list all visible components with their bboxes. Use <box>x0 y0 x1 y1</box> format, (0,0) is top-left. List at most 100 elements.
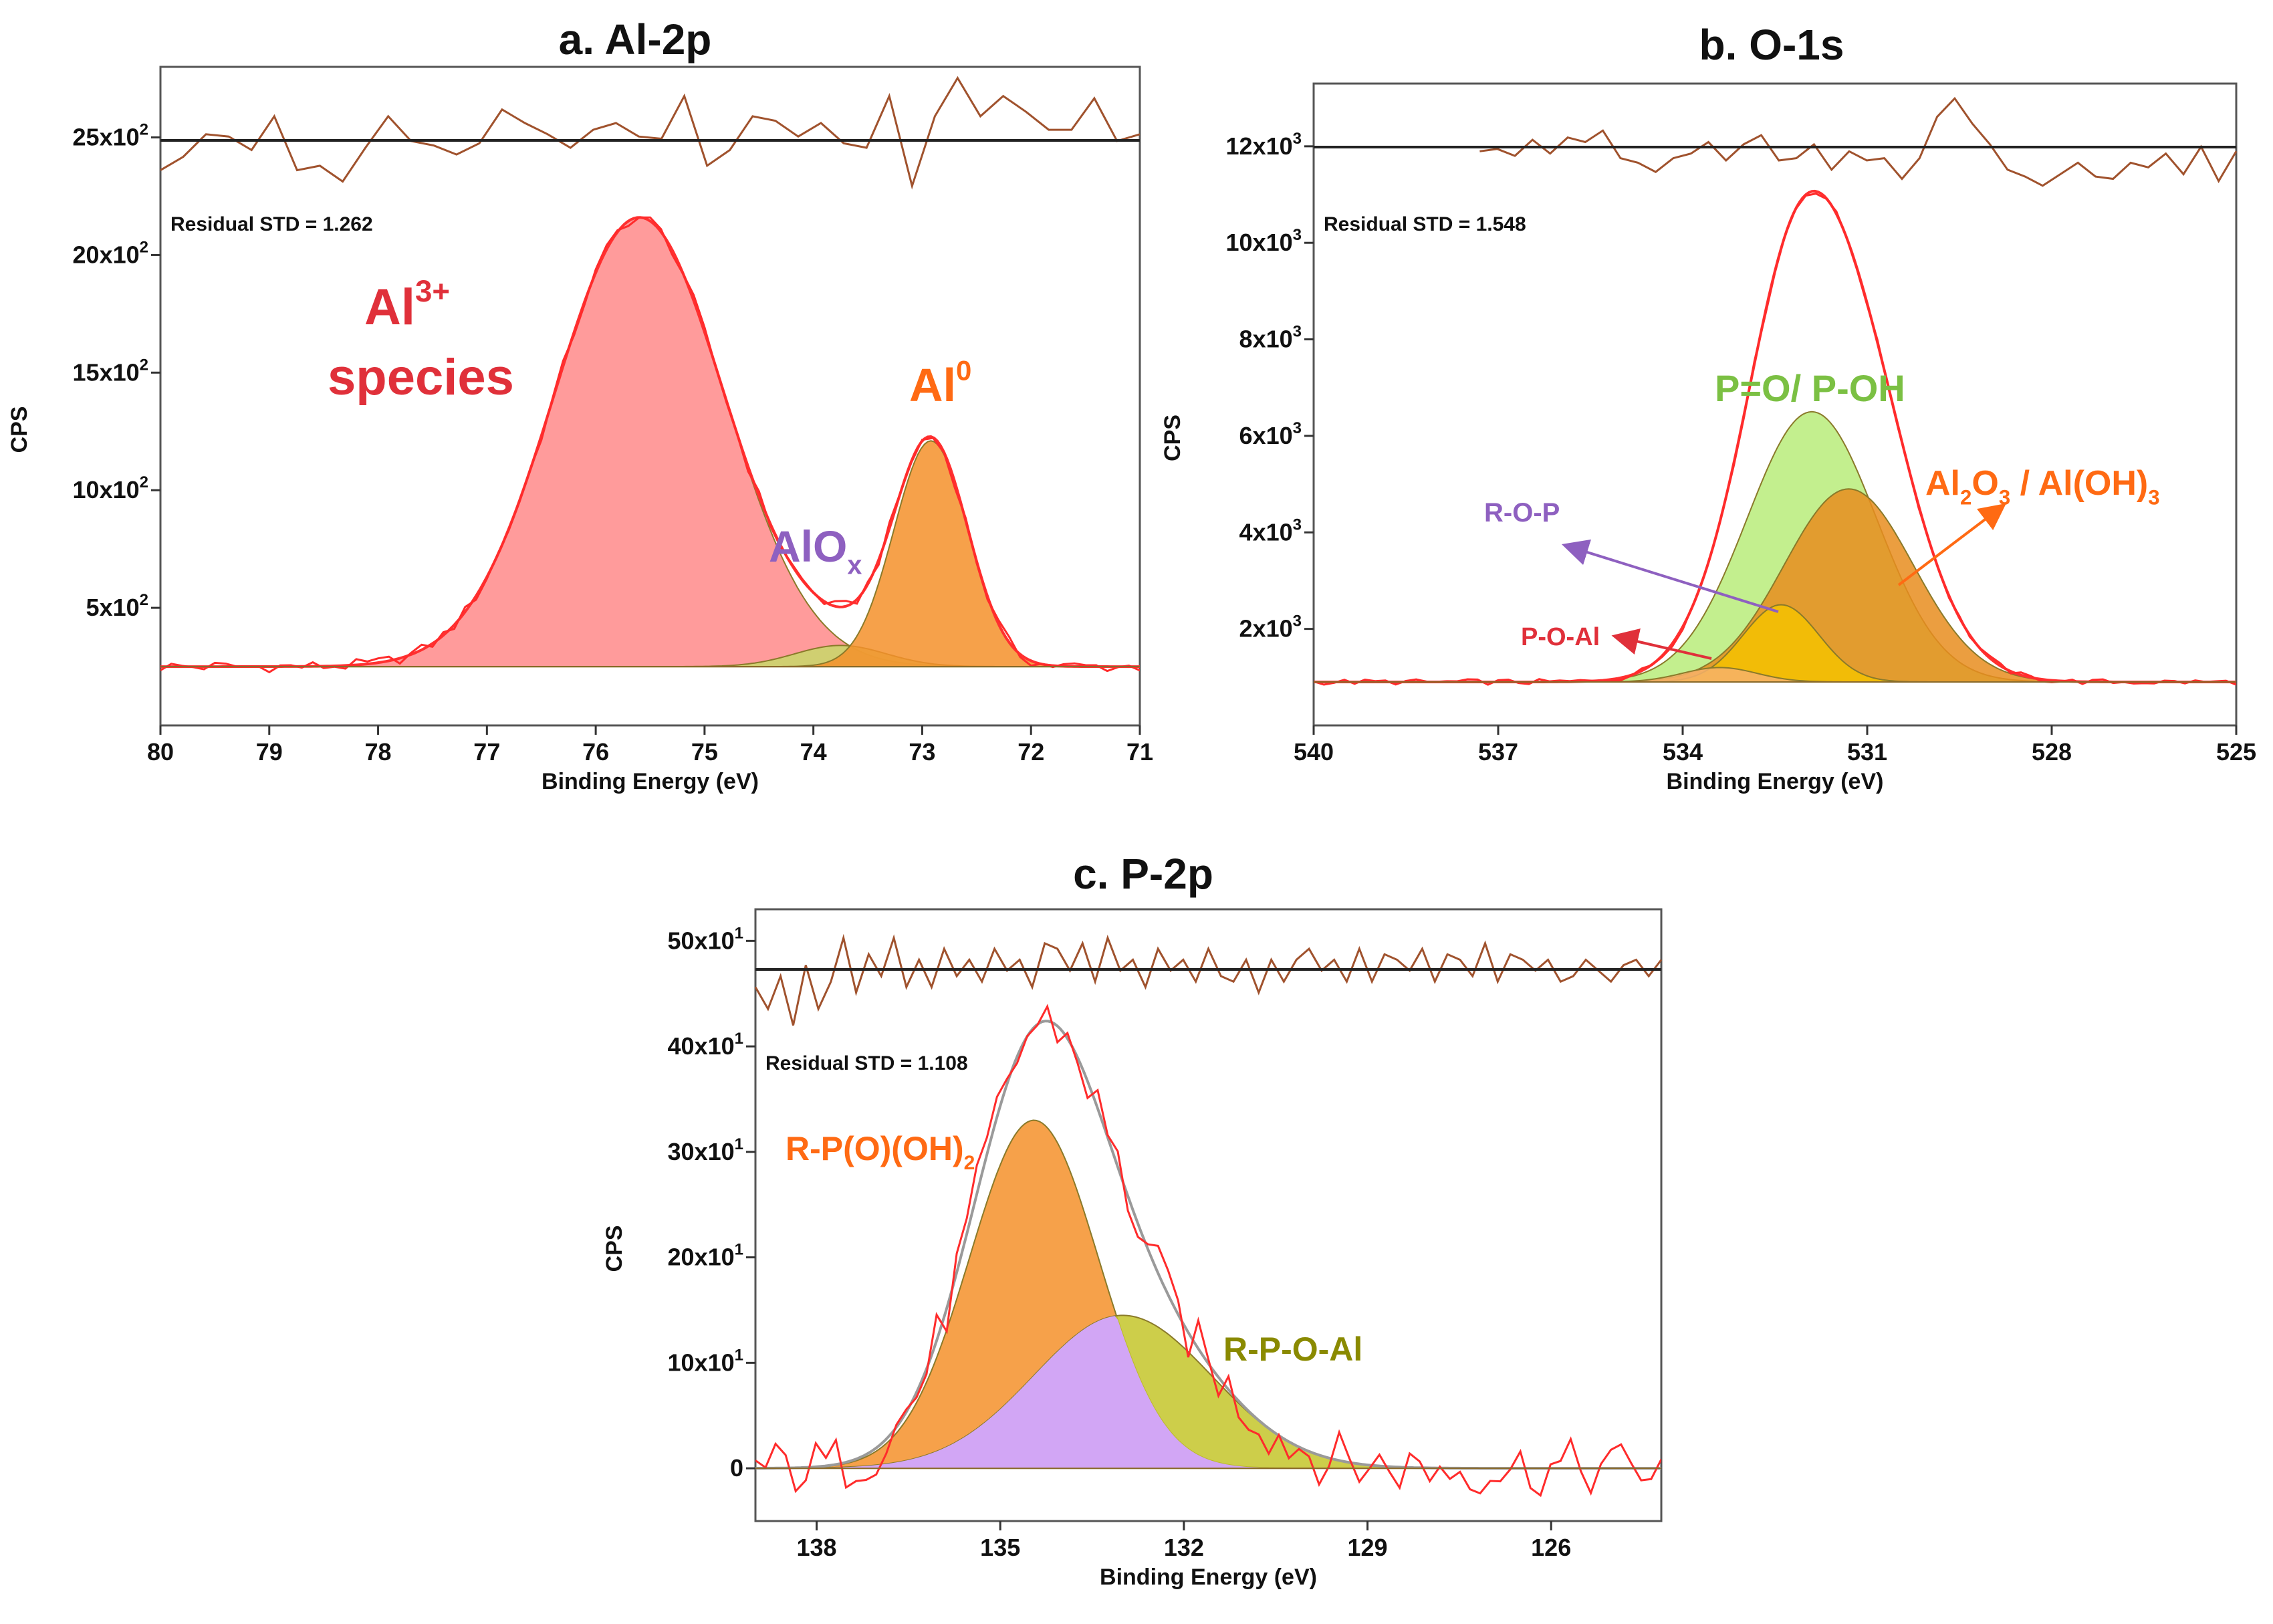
label-part: R-P(O)(OH) <box>786 1130 964 1167</box>
label-part: Al <box>1925 464 1960 503</box>
raw-data-curve <box>160 216 1140 674</box>
label-al0: Al0 <box>909 355 971 412</box>
chart-c: 0 10x101 20x101 30x101 40x101 50x101 138 135 132… <box>602 908 1663 1590</box>
label-part: 0 <box>956 355 971 386</box>
x-tick-label: 129 <box>1348 1534 1388 1561</box>
y-tick-label: 10x102 <box>73 473 148 503</box>
x-axis-label: Binding Energy (eV) <box>1667 769 1884 794</box>
label-part: R-O-P <box>1484 498 1560 528</box>
residual-curve <box>160 76 1141 190</box>
x-tick-label: 534 <box>1663 738 1703 766</box>
y-tick-exponent: 3 <box>1293 323 1302 341</box>
plot-frame <box>159 66 1141 727</box>
y-tick-label: 10x101 <box>668 1346 743 1376</box>
chart-a: 5x102 10x102 15x102 20x102 25x102 80 79 78 77 76 7… <box>7 66 1153 794</box>
x-axis-label: Binding Energy (eV) <box>1100 1564 1317 1590</box>
label-part: P=O/ P-OH <box>1715 367 1905 409</box>
label-part: x <box>847 550 862 580</box>
y-tick-label: 0 <box>730 1454 743 1482</box>
panel-c-title: c. P-2p <box>1073 850 1213 898</box>
x-tick-label: 132 <box>1164 1534 1204 1561</box>
y-tick-exponent: 2 <box>140 356 148 374</box>
y-tick-label: 4x103 <box>1239 515 1302 546</box>
y-axis-label: CPS <box>1160 415 1185 461</box>
y-tick-label: 12x103 <box>1226 130 1302 160</box>
x-tick-label: 126 <box>1531 1534 1571 1561</box>
y-tick-exponent: 2 <box>140 238 148 256</box>
y-tick-exponent: 3 <box>1293 515 1302 534</box>
label-part: O <box>1971 464 1998 503</box>
x-tick-label: 74 <box>800 738 827 766</box>
y-tick-label: 15x102 <box>73 356 148 386</box>
x-tick-label: 75 <box>691 738 718 766</box>
plot-frame <box>754 908 1663 1522</box>
y-tick-exponent: 3 <box>1293 130 1302 148</box>
label-part: Al <box>364 279 415 336</box>
plot-area <box>160 216 1140 674</box>
raw-data-curve <box>755 1004 1661 1498</box>
residual-curve <box>754 933 1663 1026</box>
x-axis-label: Binding Energy (eV) <box>542 769 759 794</box>
label-part: AlO <box>769 521 847 571</box>
y-tick-label: 40x101 <box>668 1030 743 1060</box>
x-tick-label: 78 <box>365 738 392 766</box>
chart-b: 2x103 4x103 6x103 8x103 10x103 12x103 540 537 53… <box>1160 82 2256 794</box>
y-tick-label: 2x103 <box>1239 612 1302 643</box>
y-tick-exponent: 1 <box>735 1346 743 1364</box>
label-alox: AlOx <box>769 521 862 580</box>
y-tick-label: 30x101 <box>668 1135 743 1165</box>
label-al3: Al3+ <box>364 274 450 336</box>
y-tick-label: 50x101 <box>668 924 743 954</box>
y-tick-label: 5x102 <box>86 591 148 621</box>
y-tick-exponent: 3 <box>1293 226 1302 244</box>
label-rpoal: R-P-O-Al <box>1223 1330 1362 1368</box>
label-part: 3 <box>1999 486 2010 509</box>
y-tick-exponent: 2 <box>140 591 148 609</box>
x-tick-label: 76 <box>582 738 609 766</box>
y-tick-exponent: 1 <box>735 1030 743 1048</box>
label-part: R-P-O-Al <box>1223 1330 1362 1368</box>
label-p-o: P=O/ P-OH <box>1715 367 1905 409</box>
y-axis-label: CPS <box>7 407 32 453</box>
residual-std-label: Residual STD = 1.108 <box>765 1052 968 1074</box>
label-al2o3: Al2O3 / Al(OH)3 <box>1925 464 2160 509</box>
arrow-al2o3 <box>1897 503 2006 586</box>
y-tick-exponent: 1 <box>735 924 743 942</box>
y-tick-label: 25x102 <box>73 121 148 151</box>
arrow-r-o-p <box>1561 539 1779 613</box>
label-part: 3+ <box>415 274 450 308</box>
x-tick-label: 80 <box>147 738 174 766</box>
plot-frame <box>1312 82 2238 727</box>
x-tick-label: 528 <box>2032 738 2072 766</box>
y-tick-label: 20x101 <box>668 1241 743 1271</box>
x-tick-label: 77 <box>473 738 500 766</box>
label-r-o-p: R-O-P <box>1484 498 1560 528</box>
label-p-o-al: P-O-Al <box>1521 623 1600 651</box>
y-tick-label: 6x103 <box>1239 419 1302 449</box>
panel-b-title: b. O-1s <box>1699 21 1844 69</box>
overlap-region <box>755 1316 1661 1469</box>
x-tick-label: 531 <box>1847 738 1887 766</box>
y-tick-exponent: 1 <box>735 1135 743 1153</box>
label-part: 2 <box>1960 486 1971 509</box>
y-tick-exponent: 3 <box>1293 612 1302 630</box>
residual-std-label: Residual STD = 1.262 <box>170 213 373 235</box>
x-tick-label: 135 <box>980 1534 1020 1561</box>
arrow-p-o-al <box>1611 628 1712 660</box>
x-tick-label: 72 <box>1018 738 1044 766</box>
x-tick-label: 138 <box>797 1534 837 1561</box>
x-tick-label: 540 <box>1294 738 1334 766</box>
raw-data-curve <box>1314 193 2236 686</box>
y-tick-exponent: 3 <box>1293 419 1302 437</box>
y-tick-label: 8x103 <box>1239 323 1302 353</box>
label-part: 3 <box>2148 486 2159 509</box>
y-tick-exponent: 2 <box>140 121 148 139</box>
plot-area <box>1314 189 2236 686</box>
y-tick-label: 20x102 <box>73 238 148 268</box>
label-part: P-O-Al <box>1521 623 1600 651</box>
x-tick-label: 525 <box>2216 738 2256 766</box>
x-tick-label: 73 <box>909 738 935 766</box>
